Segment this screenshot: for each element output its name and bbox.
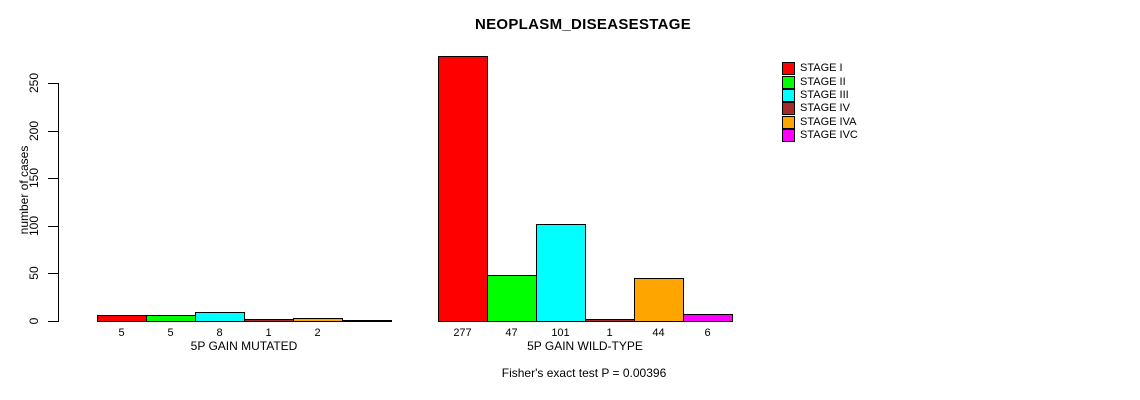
legend-label: STAGE IV	[800, 102, 850, 115]
bar-stage-iv	[244, 319, 294, 322]
bar-stage-i	[97, 315, 147, 322]
bar-stage-iii	[195, 312, 245, 322]
bar-value-label: 6	[704, 327, 711, 339]
bar-stage-ii	[146, 315, 196, 322]
legend: STAGE I STAGE II STAGE III STAGE IV STAGE IV…	[782, 62, 858, 143]
bar-value-label: 8	[216, 327, 223, 339]
y-axis-line	[58, 83, 59, 322]
bar-stage-iva	[634, 278, 684, 322]
legend-swatch-icon	[782, 75, 795, 89]
bar-stage-ivc	[342, 320, 392, 322]
bar-value-label: 101	[551, 327, 570, 339]
bar-stage-i	[438, 56, 488, 322]
bar-stage-iii	[536, 224, 586, 322]
bar-stage-iv	[585, 319, 635, 322]
bar-stage-ii	[487, 275, 537, 322]
legend-item: STAGE IV	[782, 102, 858, 116]
legend-label: STAGE IVA	[800, 115, 857, 128]
y-tick-label: 250	[27, 72, 41, 94]
legend-label: STAGE I	[800, 62, 843, 75]
y-tick	[48, 226, 58, 227]
chart-title: NEOPLASM_DISEASESTAGE	[474, 16, 692, 33]
legend-swatch-icon	[782, 62, 795, 76]
y-tick	[48, 178, 58, 179]
group-label: 5P GAIN MUTATED	[190, 339, 298, 353]
legend-item: STAGE IVA	[782, 115, 858, 129]
y-tick	[48, 131, 58, 132]
bar-value-label: 1	[606, 327, 613, 339]
legend-label: STAGE III	[800, 88, 849, 101]
legend-swatch-icon	[782, 88, 795, 102]
bar-value-label: 5	[167, 327, 174, 339]
legend-label: STAGE IVC	[800, 129, 858, 142]
legend-item: STAGE II	[782, 75, 858, 89]
legend-swatch-icon	[782, 129, 795, 143]
y-tick	[48, 273, 58, 274]
legend-item: STAGE I	[782, 62, 858, 76]
y-tick	[48, 83, 58, 84]
bar-value-label: 2	[314, 327, 321, 339]
legend-item: STAGE III	[782, 88, 858, 102]
legend-swatch-icon	[782, 102, 795, 116]
y-tick	[48, 321, 58, 322]
bar-value-label: 5	[118, 327, 125, 339]
bar-value-label: 47	[505, 327, 518, 339]
legend-label: STAGE II	[800, 75, 846, 88]
fisher-annotation: Fisher's exact test P = 0.00396	[501, 366, 667, 380]
bar-value-label: 1	[265, 327, 272, 339]
group-label: 5P GAIN WILD-TYPE	[527, 339, 643, 353]
bar-stage-ivc	[683, 314, 733, 322]
bar-value-label: 44	[652, 327, 665, 339]
bar-stage-iva	[293, 318, 343, 322]
bar-value-label: 277	[453, 327, 472, 339]
legend-swatch-icon	[782, 115, 795, 129]
legend-item: STAGE IVC	[782, 129, 858, 143]
